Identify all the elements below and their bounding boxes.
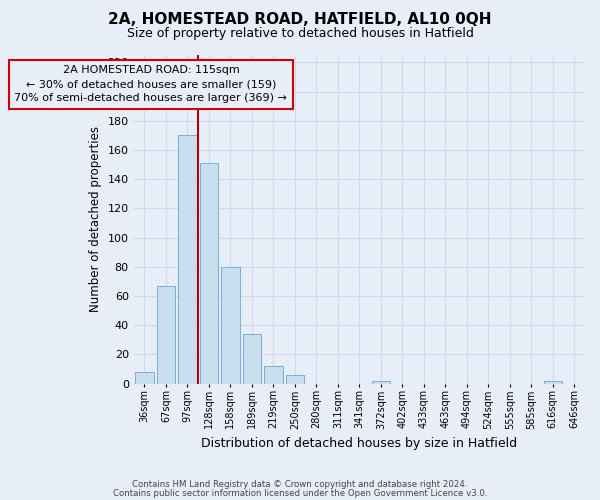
Bar — [544, 380, 562, 384]
Text: 2A HOMESTEAD ROAD: 115sqm
← 30% of detached houses are smaller (159)
70% of semi: 2A HOMESTEAD ROAD: 115sqm ← 30% of detac… — [14, 65, 287, 103]
Y-axis label: Number of detached properties: Number of detached properties — [89, 126, 102, 312]
Text: 2A, HOMESTEAD ROAD, HATFIELD, AL10 0QH: 2A, HOMESTEAD ROAD, HATFIELD, AL10 0QH — [108, 12, 492, 28]
Bar — [372, 380, 390, 384]
Bar — [286, 375, 304, 384]
X-axis label: Distribution of detached houses by size in Hatfield: Distribution of detached houses by size … — [201, 437, 517, 450]
Text: Size of property relative to detached houses in Hatfield: Size of property relative to detached ho… — [127, 28, 473, 40]
Bar — [178, 136, 197, 384]
Bar — [243, 334, 261, 384]
Bar — [221, 267, 239, 384]
Text: Contains HM Land Registry data © Crown copyright and database right 2024.: Contains HM Land Registry data © Crown c… — [132, 480, 468, 489]
Bar — [200, 163, 218, 384]
Text: Contains public sector information licensed under the Open Government Licence v3: Contains public sector information licen… — [113, 489, 487, 498]
Bar — [157, 286, 175, 384]
Bar — [264, 366, 283, 384]
Bar — [136, 372, 154, 384]
